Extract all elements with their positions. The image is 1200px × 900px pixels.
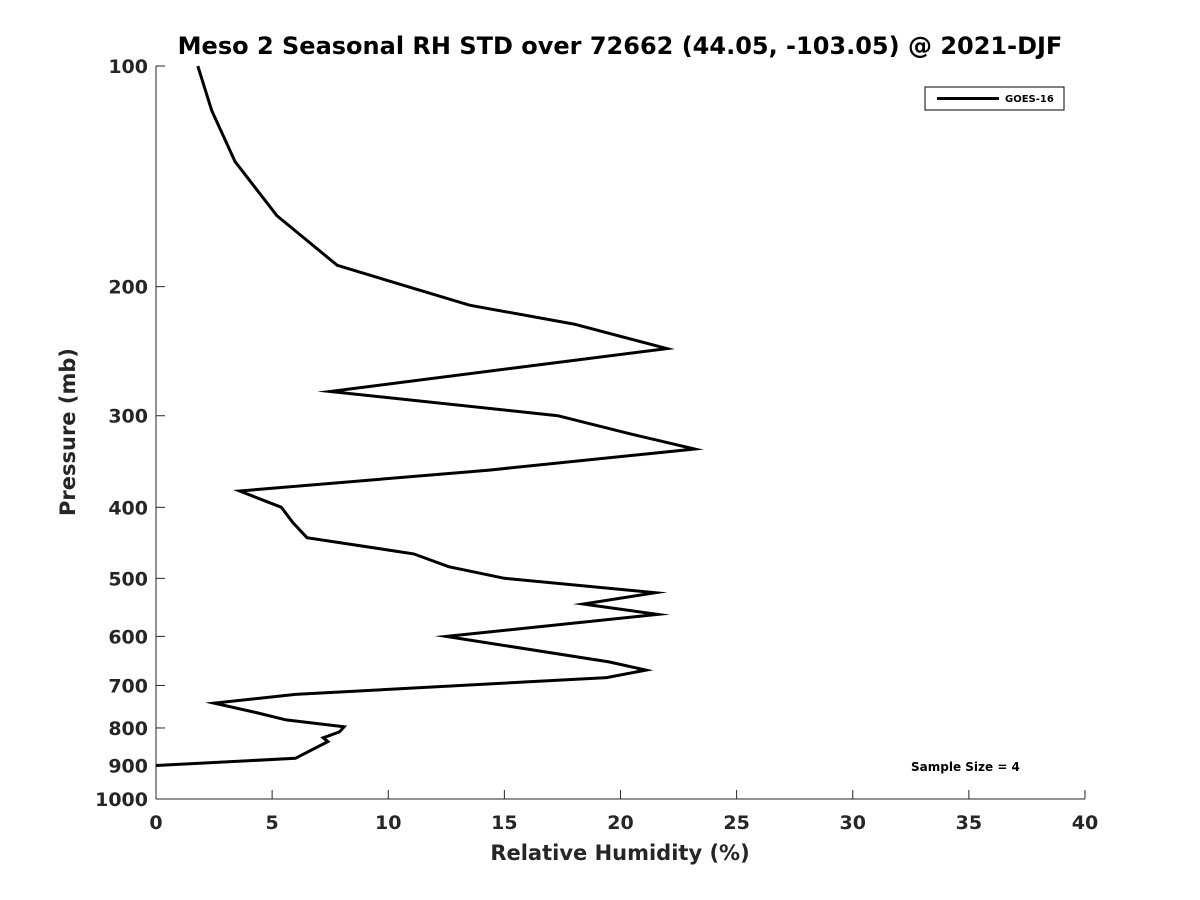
y-tick-label: 800 [108,718,148,740]
x-tick-label: 20 [607,812,633,834]
legend: GOES-16 [924,86,1065,111]
x-tick-label: 5 [266,812,279,834]
x-tick-label: 25 [723,812,749,834]
y-tick-label: 900 [108,755,148,777]
x-tick-label: 10 [375,812,401,834]
y-tick-label: 300 [108,406,148,428]
x-tick-label: 35 [956,812,982,834]
y-tick-label: 200 [108,277,148,299]
y-tick-label: 400 [108,497,148,519]
series-layer [155,65,704,767]
y-axis-label: Pressure (mb) [56,348,80,516]
y-tick-label: 100 [108,56,148,78]
x-tick-label: 30 [840,812,866,834]
y-tick-label: 1000 [95,789,148,811]
x-tick-label: 15 [491,812,517,834]
x-tick-label: 40 [1072,812,1098,834]
y-tick-label: 500 [108,568,148,590]
x-axis-label: Relative Humidity (%) [490,841,749,865]
x-tick-label: 0 [149,812,162,834]
series-line-goes-16 [155,65,704,767]
y-tick-label: 600 [108,626,148,648]
axes: 0 5 10 15 20 25 30 35 40 100 200 300 400 500 600 700 800… [95,56,1098,834]
chart-title: Meso 2 Seasonal RH STD over 72662 (44.05… [178,32,1063,60]
y-tick-label: 700 [108,675,148,697]
legend-label-goes-16: GOES-16 [1005,94,1054,105]
sample-size-annotation: Sample Size = 4 [911,760,1020,774]
